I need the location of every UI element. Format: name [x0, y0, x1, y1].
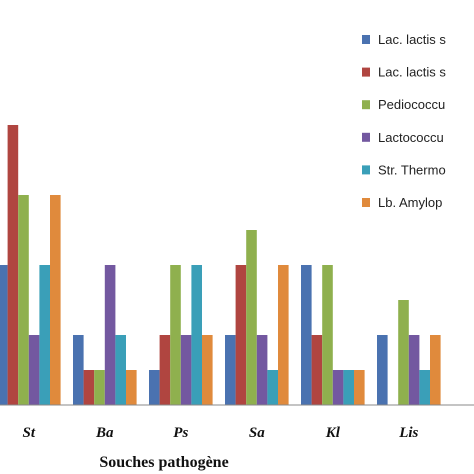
bar-kl-series-1	[301, 265, 312, 405]
category-label-kl: Kl	[325, 425, 341, 441]
bar-kl-series-2	[311, 335, 323, 405]
category-label-sa: Sa	[249, 425, 265, 441]
bar-sa-series-5	[267, 370, 278, 405]
bar-lis-series-3	[398, 300, 409, 405]
legend-label-6: Lb. Amylop	[378, 195, 442, 210]
legend-swatch-6	[362, 198, 370, 207]
bar-kl-series-5	[343, 370, 354, 405]
bar-ba-series-4	[104, 265, 116, 405]
bar-ba-series-6	[126, 370, 137, 405]
bar-sa-series-6	[278, 265, 289, 405]
bar-ba-series-1	[73, 335, 84, 405]
bar-lis-series-4	[408, 335, 420, 405]
category-label-ps: Ps	[173, 425, 188, 441]
bar-ba-series-5	[115, 335, 126, 405]
bar-ps-series-2	[159, 335, 171, 405]
bar-lis-series-5	[419, 370, 430, 405]
legend: Lac. lactis s Lac. lactis s Pediococcu Lact…	[362, 32, 446, 210]
bar-ps-series-1	[149, 370, 160, 405]
legend-swatch-5	[362, 165, 370, 175]
legend-swatch-4	[362, 132, 370, 142]
legend-label-1: Lac. lactis s	[378, 32, 446, 47]
bar-st-series-2	[7, 125, 19, 405]
bar-ba-series-2	[83, 370, 95, 405]
x-axis-title: Souches pathogène	[99, 454, 228, 471]
legend-label-2: Lac. lactis s	[378, 65, 446, 80]
bar-kl-series-4	[332, 370, 344, 405]
category-labels: St Ba Ps Sa Kl Lis	[23, 425, 419, 441]
bar-sa-series-2	[235, 265, 247, 405]
category-label-lis: Lis	[398, 425, 418, 441]
bar-st-series-3	[18, 195, 29, 405]
bar-st-series-4	[28, 335, 40, 405]
bar-ps-series-6	[202, 335, 213, 405]
legend-swatch-3	[362, 100, 370, 110]
legend-swatch-1	[362, 35, 370, 44]
legend-swatch-2	[362, 67, 370, 77]
bar-sa-series-4	[256, 335, 268, 405]
legend-label-4: Lactococcu	[378, 130, 444, 145]
bar-ps-series-4	[180, 335, 192, 405]
bar-st-series-5	[39, 265, 50, 405]
bar-st-series-1	[0, 265, 8, 405]
bar-ps-series-5	[191, 265, 202, 405]
bar-st-series-6	[50, 195, 61, 405]
bar-kl-series-6	[354, 370, 365, 405]
bar-ba-series-3	[94, 370, 105, 405]
bar-sa-series-1	[225, 335, 236, 405]
bar-sa-series-3	[246, 230, 257, 405]
category-label-st: St	[23, 425, 36, 441]
bars-layer	[0, 125, 441, 405]
bar-kl-series-3	[322, 265, 333, 405]
legend-label-5: Str. Thermo	[378, 162, 446, 177]
bar-ps-series-3	[170, 265, 181, 405]
bar-lis-series-6	[430, 335, 441, 405]
category-label-ba: Ba	[95, 425, 114, 441]
legend-label-3: Pediococcu	[378, 97, 445, 112]
bar-lis-series-1	[377, 335, 388, 405]
